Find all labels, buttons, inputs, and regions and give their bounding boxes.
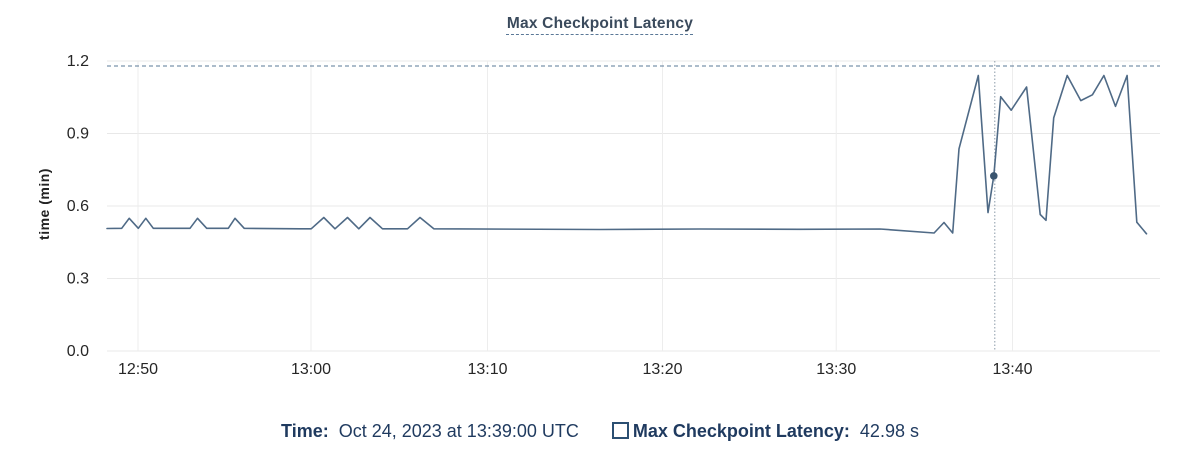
- svg-text:13:10: 13:10: [467, 361, 507, 378]
- svg-text:13:40: 13:40: [992, 361, 1032, 378]
- svg-text:13:00: 13:00: [291, 361, 331, 378]
- svg-text:13:30: 13:30: [816, 361, 856, 378]
- svg-text:0.3: 0.3: [67, 271, 89, 288]
- svg-text:1.2: 1.2: [67, 53, 89, 70]
- svg-text:0.6: 0.6: [67, 198, 89, 215]
- svg-text:13:20: 13:20: [642, 361, 682, 378]
- svg-text:12:50: 12:50: [118, 361, 158, 378]
- svg-text:0.9: 0.9: [67, 126, 89, 143]
- svg-text:0.0: 0.0: [67, 343, 89, 360]
